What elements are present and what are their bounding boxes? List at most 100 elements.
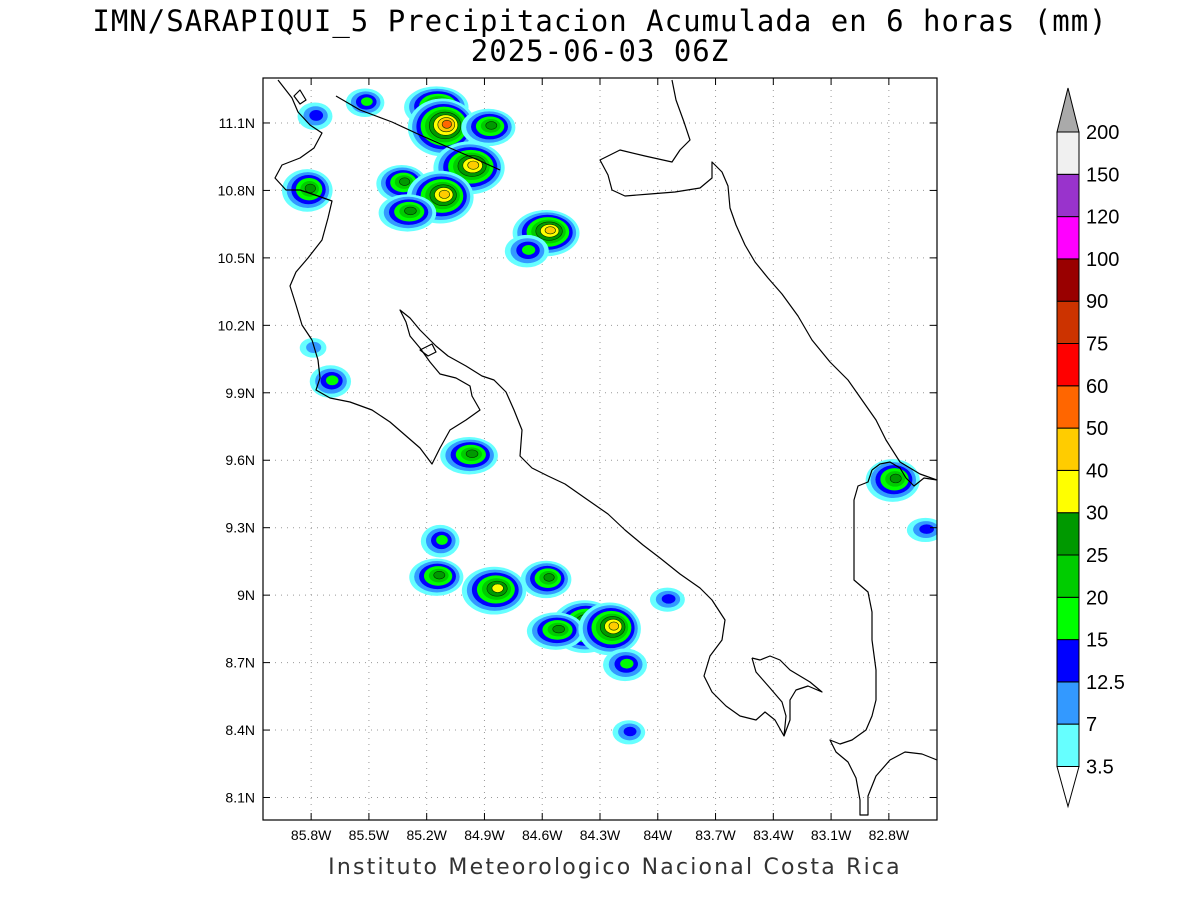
colorbar-swatch-60 xyxy=(1056,343,1080,387)
coastlines xyxy=(274,79,937,816)
precip-cell xyxy=(299,337,327,358)
lat-tick-label: 8.1N xyxy=(225,790,255,806)
lat-tick-label: 10.8N xyxy=(218,182,255,198)
precip-contour-25 xyxy=(404,206,417,216)
colorbar-swatch-7 xyxy=(1056,681,1080,725)
colorbar-label: 7 xyxy=(1086,714,1097,736)
lat-tick-label: 9.9N xyxy=(225,385,255,401)
lon-tick-label: 85.5W xyxy=(349,827,390,843)
precip-cell xyxy=(309,365,352,398)
colorbar-swatch-30 xyxy=(1056,469,1080,514)
lat-tick-label: 8.7N xyxy=(225,655,255,671)
coastline-nicaragua xyxy=(274,79,333,341)
lat-tick-label: 10.5N xyxy=(218,250,255,266)
lat-tick-label: 9N xyxy=(237,587,255,603)
colorbar-label: 150 xyxy=(1086,164,1119,186)
coastline-gulf-island xyxy=(419,343,437,357)
precip-contour-25 xyxy=(465,449,479,458)
longitude-axis: 85.8W 85.5W 85.2W 84.9W 84.6W 84.3W 84W 83.7W 83… xyxy=(291,78,910,843)
coastline-caribbean xyxy=(599,79,937,481)
colorbar-label: 30 xyxy=(1086,503,1108,525)
coastline-nicoya xyxy=(311,309,823,737)
precip-cell xyxy=(526,612,585,650)
precip-contour-15 xyxy=(361,97,373,106)
colorbar-label: 200 xyxy=(1086,122,1119,144)
coastline-osa xyxy=(751,657,787,737)
colorbar-swatch-15 xyxy=(1056,596,1080,641)
lon-tick-label: 83.7W xyxy=(695,827,736,843)
map-subtitle-datetime: 2025-06-03 06Z xyxy=(470,34,730,68)
colorbar-swatch-75 xyxy=(1056,300,1080,345)
precip-contour-12.5 xyxy=(661,594,676,604)
precip-contour-12.5 xyxy=(919,524,934,534)
precip-cell xyxy=(865,459,920,502)
colorbar-lower-arrow xyxy=(1056,766,1080,809)
colorbar-upper-arrow xyxy=(1056,87,1080,133)
colorbar-swatch-20 xyxy=(1056,554,1080,598)
colorbar-swatch-50 xyxy=(1056,385,1080,429)
colorbar-label: 75 xyxy=(1086,334,1108,356)
lon-tick-label: 84.9W xyxy=(464,827,505,843)
colorbar-label: 100 xyxy=(1086,249,1119,271)
precip-contour-15 xyxy=(436,535,448,545)
colorbar-label: 50 xyxy=(1086,418,1108,440)
precip-cell xyxy=(461,566,527,615)
colorbar-label: 25 xyxy=(1086,545,1108,567)
colorbar-label: 120 xyxy=(1086,207,1119,229)
colorbar-legend: 3.5 7 12.5 15 20 25 30 40 50 60 75 90 100 120 150 200 xyxy=(1056,87,1125,809)
precip-contour-15 xyxy=(521,245,536,255)
colorbar-label: 60 xyxy=(1086,376,1108,398)
precip-cell xyxy=(407,98,477,157)
precip-contour-25 xyxy=(552,624,565,634)
precip-contour-25 xyxy=(399,177,411,186)
lat-tick-label: 9.3N xyxy=(225,520,255,536)
precip-cell xyxy=(603,648,648,682)
colorbar-label: 40 xyxy=(1086,460,1108,482)
precip-cell xyxy=(297,102,333,130)
colorbar-swatch-40 xyxy=(1056,427,1080,471)
precip-contour-40 xyxy=(544,226,556,235)
precip-contour-25 xyxy=(485,121,498,130)
precip-cell xyxy=(345,88,385,118)
colorbar-label: 15 xyxy=(1086,630,1108,652)
precip-contour-15 xyxy=(620,658,634,669)
colorbar-swatch-120 xyxy=(1056,173,1080,218)
colorbar-swatch-25 xyxy=(1056,512,1080,556)
coastline-panama-north xyxy=(871,461,937,487)
precip-contour-15 xyxy=(325,375,339,386)
precip-contour-25 xyxy=(543,573,555,582)
precip-contour-40 xyxy=(438,189,450,199)
lon-tick-label: 84.3W xyxy=(580,827,621,843)
coastline-lake xyxy=(293,89,307,105)
precip-cell xyxy=(906,517,937,543)
credit-text: Instituto Meteorologico Nacional Costa R… xyxy=(328,855,902,880)
precip-cell xyxy=(440,437,498,475)
precip-cell xyxy=(504,234,549,268)
precip-cell xyxy=(378,194,437,232)
colorbar-swatch-90 xyxy=(1056,258,1080,302)
colorbar-label: 20 xyxy=(1086,587,1108,609)
precip-cell xyxy=(461,108,516,147)
precip-contour-40 xyxy=(467,160,480,170)
precip-cell xyxy=(520,560,572,599)
lon-tick-label: 82.8W xyxy=(869,827,910,843)
colorbar-swatch-3.5 xyxy=(1056,723,1080,768)
lat-tick-label: 9.6N xyxy=(225,452,255,468)
colorbar-label: 3.5 xyxy=(1086,757,1114,779)
precip-cell xyxy=(578,602,641,656)
precip-contour-12.5 xyxy=(623,726,637,737)
latitude-axis: 11.1N 10.8N 10.5N 10.2N 9.9N 9.6N 9.3N 9N 8.7N 8.… xyxy=(218,115,937,806)
colorbar-swatch-12.5 xyxy=(1056,639,1080,683)
precip-contour-30 xyxy=(491,583,504,593)
lon-tick-label: 84.6W xyxy=(522,827,563,843)
lon-tick-label: 85.2W xyxy=(406,827,447,843)
lon-tick-label: 84W xyxy=(643,827,673,843)
lon-tick-label: 85.8W xyxy=(291,827,332,843)
precip-contour-50 xyxy=(441,119,452,129)
precip-cell xyxy=(612,720,646,745)
border-costa-rica-panama xyxy=(829,469,937,816)
lat-tick-label: 10.2N xyxy=(218,317,255,333)
lat-tick-label: 11.1N xyxy=(219,115,255,131)
precip-contour-25 xyxy=(433,571,446,580)
